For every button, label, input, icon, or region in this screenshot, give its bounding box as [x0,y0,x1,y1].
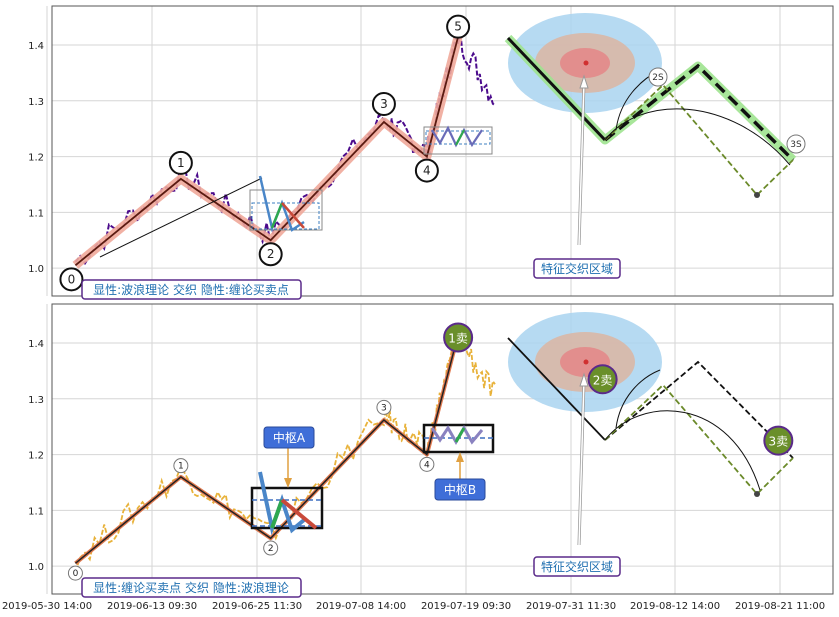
wave-label: 3 [380,97,388,111]
y-tick-label: 1.0 [28,562,44,573]
bottom-sell-points: 1卖 2卖 3卖 [443,322,794,456]
x-tick-label: 2019-06-25 11:30 [212,601,302,612]
wave-label-marker [168,150,193,175]
wave-label: 4 [423,164,431,178]
svg-text:中枢B: 中枢B [444,482,476,497]
sell-point-label: 1卖 [448,331,468,345]
bottom-y-tick-labels: 1.0 1.1 1.2 1.3 1.4 [28,339,44,573]
sell-point-label: 2卖 [593,373,613,387]
bottom-projection-dashed [604,360,794,459]
top-plot-frame [51,5,834,297]
sell-point-label: 3卖 [769,435,789,449]
bottom-panel: 1.0 1.1 1.2 1.3 1.4 2019-05-30 14:00 2019-06-… [2,303,834,612]
wave-label: 0 [68,272,76,286]
bottom-x-tick-labels: 2019-05-30 14:00 2019-06-13 09:30 2019-06-… [2,601,825,612]
wave-label-marker [371,92,396,116]
top-trend-line [99,177,263,258]
wave-label-marker [419,456,435,472]
svg-text:特征交织区域: 特征交织区域 [541,261,613,276]
wave-label-marker [414,158,439,183]
bottom-projection-olive [604,383,794,496]
wave-label: 1 [177,156,185,170]
wave-label: 0 [73,569,79,579]
wave-label-marker [173,458,189,474]
y-tick-label: 1.2 [28,451,44,462]
x-tick-label: 2019-08-21 11:00 [735,601,825,612]
wave-label-marker [376,399,392,415]
top-hub-a [249,175,323,233]
wave-label-marker [258,242,283,267]
top-wave-labels: 0 1 2 3 4 5 [59,14,471,292]
top-projection-solid [506,36,607,142]
wave-label: 5 [454,20,462,34]
hub-a-label: 中枢A [263,426,315,449]
bottom-zone-arrow [577,372,589,546]
top-caption: 显性:波浪理论 交织 隐性:缠论买卖点 [81,279,302,300]
top-projection-olive [604,83,794,197]
hub-b-label: 中枢B [434,478,486,501]
top-feature-zone [508,13,662,113]
wave-label-marker [263,540,279,556]
svg-text:显性:波浪理论 交织 隐性:缠论买卖点: 显性:波浪理论 交织 隐性:缠论买卖点 [93,282,289,297]
bottom-wave-line [74,334,459,564]
top-label-2s: 2S [648,67,668,87]
sell-point-marker [763,425,794,456]
svg-text:2S: 2S [652,73,664,83]
top-label-3s: 3S [786,134,806,154]
x-tick-label: 2019-07-31 11:30 [526,601,616,612]
x-tick-label: 2019-07-19 09:30 [421,601,511,612]
top-wave-line [74,36,459,267]
x-tick-label: 2019-07-08 14:00 [316,601,406,612]
y-tick-label: 1.4 [28,41,44,52]
svg-text:显性:缠论买卖点 交织 隐性:波浪理论: 显性:缠论买卖点 交织 隐性:波浪理论 [93,580,289,595]
wave-label: 2 [267,247,275,261]
top-zone-annotation: 特征交织区域 [533,258,621,279]
top-y-tick-labels: 1.0 1.1 1.2 1.3 1.4 [28,41,44,275]
svg-text:特征交织区域: 特征交织区域 [541,559,613,574]
svg-text:中枢A: 中枢A [273,430,306,445]
bottom-projection-solid [507,337,606,441]
y-tick-label: 1.3 [28,97,44,108]
x-tick-label: 2019-06-13 09:30 [107,601,197,612]
y-tick-label: 1.3 [28,395,44,406]
bottom-hub-b [422,423,495,454]
y-tick-label: 1.0 [28,264,44,275]
sell-point-marker [443,322,474,353]
svg-text:3S: 3S [790,140,802,150]
x-tick-label: 2019-05-30 14:00 [2,601,92,612]
bottom-caption: 显性:缠论买卖点 交织 隐性:波浪理论 [81,577,302,598]
y-tick-label: 1.2 [28,153,44,164]
wave-label-marker [59,267,84,292]
wave-label: 4 [424,460,430,470]
bottom-wave-labels: 0 1 2 3 4 [67,399,435,581]
bottom-zone-annotation: 特征交织区域 [533,556,621,577]
wave-label-marker [446,14,471,39]
wave-label-marker [67,565,83,581]
top-zone-arrow [577,74,589,246]
y-tick-label: 1.1 [28,208,44,219]
top-projection-dashed [603,63,795,162]
wave-label: 3 [381,403,387,413]
y-tick-label: 1.4 [28,339,44,350]
bottom-hub-a [250,471,324,536]
sell-point-marker [587,364,618,395]
top-hub-b [423,125,493,155]
bottom-plot-frame [51,303,834,595]
top-projection-arc [604,108,791,166]
wave-label: 1 [178,462,184,472]
x-tick-label: 2019-08-12 14:00 [630,601,720,612]
top-panel: 1.0 1.1 1.2 1.3 1.4 [28,5,834,300]
y-tick-label: 1.1 [28,506,44,517]
wave-label: 2 [268,544,274,554]
